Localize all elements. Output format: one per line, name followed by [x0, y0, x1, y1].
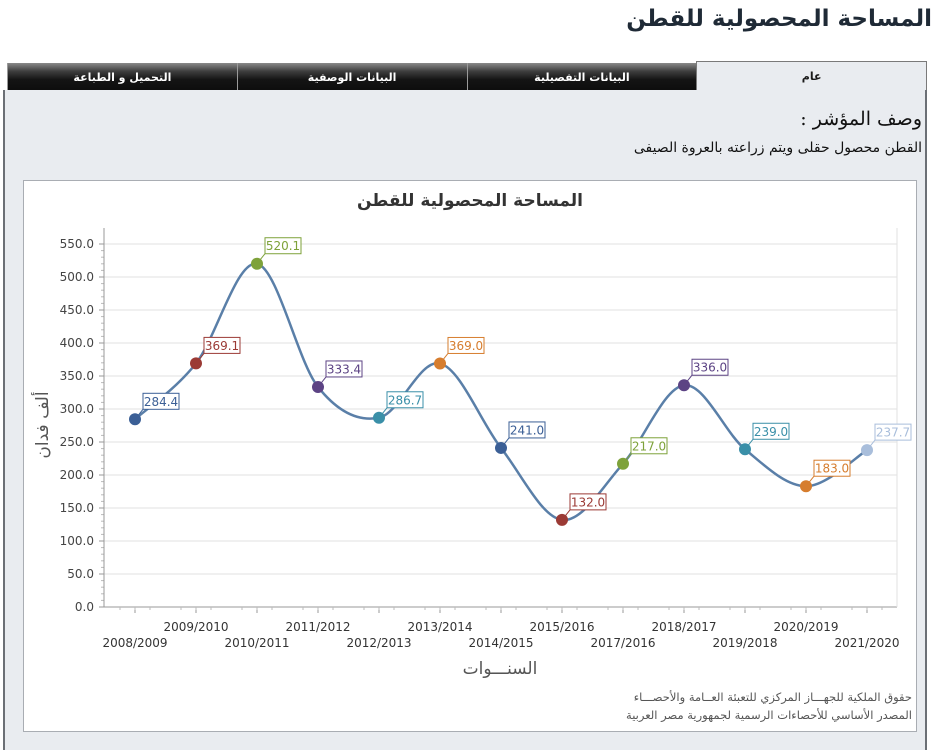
- y-tick-label: 450.0: [60, 303, 94, 317]
- data-point: [739, 443, 751, 456]
- copyright-footer: حقوق الملكية للجهـــاز المركزي للتعبئة ا…: [626, 688, 912, 724]
- data-label-box: [508, 421, 546, 439]
- data-label: 369.1: [205, 339, 239, 353]
- data-label-box: [691, 358, 729, 376]
- data-point: [556, 513, 568, 526]
- tab-metadata[interactable]: البيانات الوصفية: [236, 63, 467, 91]
- x-tick-label: 2010/2011: [224, 636, 289, 650]
- data-point: [373, 411, 385, 424]
- x-tick-label: 2019/2018: [712, 636, 777, 650]
- data-point: [617, 457, 629, 470]
- x-tick-label: 2011/2012: [285, 620, 350, 634]
- y-tick-label: 100.0: [60, 534, 94, 548]
- tab-general[interactable]: عام: [696, 61, 927, 91]
- data-point: [800, 480, 812, 493]
- copyright-line: حقوق الملكية للجهـــاز المركزي للتعبئة ا…: [633, 690, 912, 704]
- x-tick-label: 2014/2015: [468, 636, 533, 650]
- indicator-description-label: وصف المؤشر :: [800, 108, 922, 130]
- y-tick-label: 250.0: [60, 435, 94, 449]
- data-label-box: [874, 423, 912, 441]
- data-label: 284.4: [144, 395, 178, 409]
- y-tick-label: 550.0: [60, 237, 94, 251]
- data-label-box: [447, 336, 485, 354]
- data-label: 336.0: [693, 361, 727, 375]
- tab-download-print[interactable]: التحميل و الطباعة: [7, 63, 237, 91]
- y-axis-label: ألف فدان: [31, 391, 53, 458]
- source-line: المصدر الأساسي للأحصاءات الرسمية لجمهوري…: [626, 708, 912, 722]
- tab-detailed-data[interactable]: البيانات التفصيلية: [466, 63, 697, 91]
- x-tick-label: 2021/2020: [834, 636, 899, 650]
- x-tick-label: 2020/2019: [773, 620, 838, 634]
- data-label: 239.0: [754, 425, 788, 439]
- data-label-box: [813, 459, 851, 477]
- x-tick-label: 2017/2016: [590, 636, 655, 650]
- data-line: [134, 262, 868, 522]
- chart-frame: [23, 180, 917, 732]
- data-label: 241.0: [510, 423, 544, 437]
- y-tick-label: 200.0: [60, 468, 94, 482]
- page-title: المساحة المحصولية للقطن: [626, 6, 932, 32]
- y-tick-label: 50.0: [67, 567, 94, 581]
- data-label-box: [142, 392, 180, 410]
- x-tick-label: 2008/2009: [102, 636, 167, 650]
- data-label: 333.4: [327, 362, 361, 376]
- indicator-description-text: القطن محصول حقلى ويتم زراعته بالعروة الص…: [633, 140, 922, 156]
- data-label: 237.7: [876, 426, 910, 440]
- data-label-box: [569, 493, 607, 511]
- y-tick-label: 300.0: [60, 402, 94, 416]
- data-point: [678, 379, 690, 392]
- y-tick-label: 0.0: [75, 600, 94, 614]
- y-tick-label: 500.0: [60, 270, 94, 284]
- data-point: [129, 413, 141, 426]
- x-tick-label: 2015/2016: [529, 620, 594, 634]
- data-point: [434, 357, 446, 370]
- x-axis-label: السنـــوات: [463, 659, 538, 679]
- data-label: 369.0: [449, 339, 483, 353]
- data-label: 520.1: [266, 239, 300, 253]
- data-label: 217.0: [632, 439, 666, 453]
- data-point: [190, 357, 202, 370]
- y-tick-label: 400.0: [60, 336, 94, 350]
- x-tick-label: 2012/2013: [346, 636, 411, 650]
- data-label-box: [752, 422, 790, 440]
- data-point: [312, 380, 324, 393]
- data-label-box: [203, 336, 241, 354]
- data-point: [251, 257, 263, 270]
- data-label: 132.0: [571, 495, 605, 509]
- data-label: 183.0: [815, 462, 849, 476]
- y-tick-label: 150.0: [60, 501, 94, 515]
- x-tick-label: 2018/2017: [651, 620, 716, 634]
- data-point: [861, 444, 873, 457]
- data-label: 286.7: [388, 393, 422, 407]
- data-label-box: [386, 391, 424, 409]
- x-tick-label: 2013/2014: [407, 620, 472, 634]
- data-label-box: [264, 237, 302, 255]
- y-tick-label: 350.0: [60, 369, 94, 383]
- data-point: [495, 441, 507, 454]
- data-label-box: [630, 437, 668, 455]
- x-tick-label: 2009/2010: [163, 620, 228, 634]
- data-label-box: [325, 360, 363, 378]
- tab-bar: عام البيانات التفصيلية البيانات الوصفية …: [7, 61, 927, 91]
- chart-title: المساحة المحصولية للقطن: [357, 191, 583, 211]
